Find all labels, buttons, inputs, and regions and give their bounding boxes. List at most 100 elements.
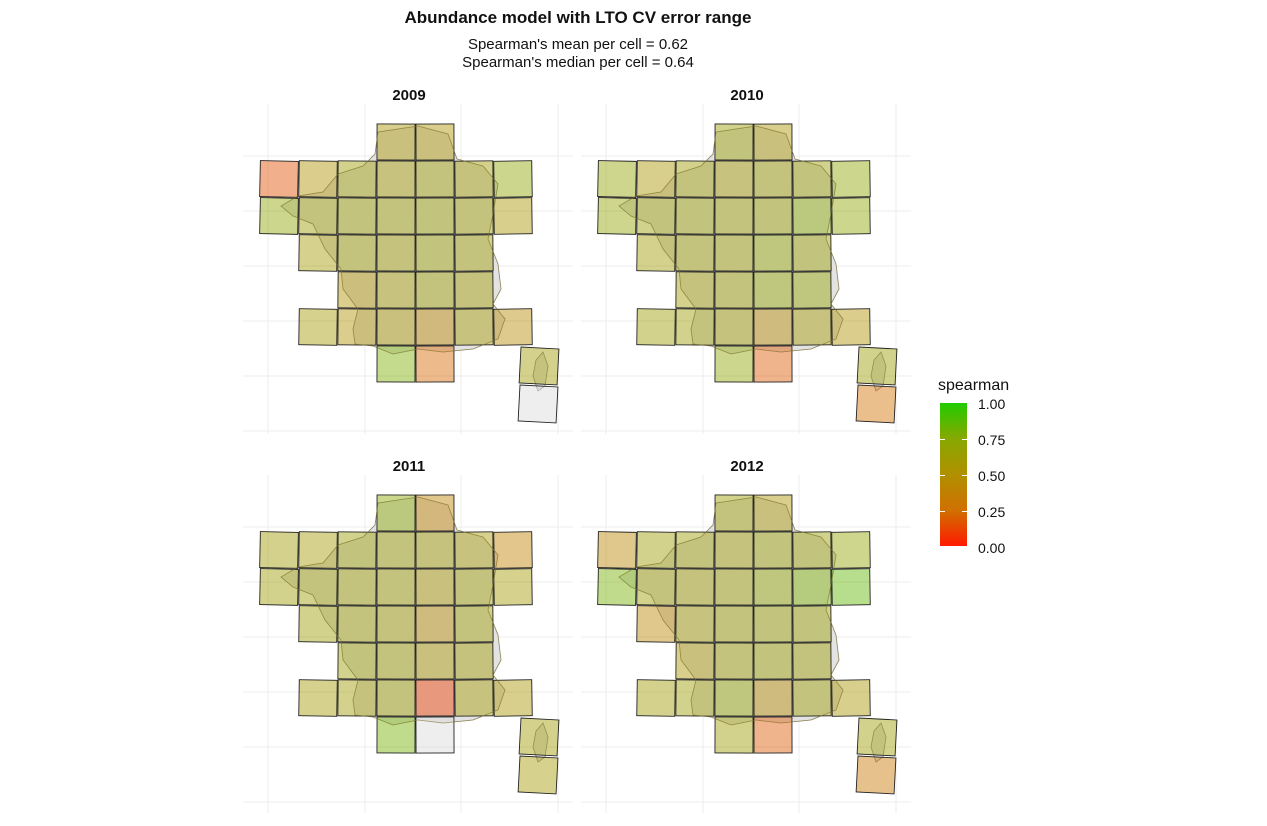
map-panel-2011 xyxy=(243,475,573,813)
heatmap-cell xyxy=(376,160,416,198)
heatmap-cell xyxy=(753,642,793,680)
heatmap-cell xyxy=(753,679,793,717)
heatmap-cell xyxy=(753,605,793,643)
heatmap-cell xyxy=(753,531,793,569)
heatmap-cell xyxy=(636,160,676,198)
heatmap-cell xyxy=(376,308,416,346)
heatmap-cell xyxy=(636,605,676,643)
heatmap-cell xyxy=(753,123,793,161)
heatmap-cell xyxy=(714,160,754,198)
legend-colorbar xyxy=(940,403,967,546)
heatmap-cell xyxy=(298,531,338,569)
heatmap-cell xyxy=(454,679,494,717)
heatmap-cell xyxy=(831,568,871,606)
heatmap-cell xyxy=(792,197,832,235)
heatmap-cell xyxy=(714,308,754,346)
heatmap-cell xyxy=(636,679,676,717)
heatmap-cell xyxy=(376,568,416,606)
heatmap-cell xyxy=(753,568,793,606)
chart-title: Abundance model with LTO CV error range xyxy=(404,8,752,27)
heatmap-cell xyxy=(517,755,559,795)
heatmap-cell xyxy=(714,531,754,569)
map-panel-2009 xyxy=(243,104,573,434)
heatmap-cell xyxy=(454,271,494,309)
legend-mark xyxy=(940,511,945,512)
heatmap-cell xyxy=(454,308,494,346)
heatmap-cell xyxy=(597,160,637,198)
heatmap-cell xyxy=(831,160,871,198)
heatmap-cell xyxy=(753,345,793,383)
heatmap-cell xyxy=(714,271,754,309)
heatmap-cell xyxy=(298,308,338,346)
heatmap-cell xyxy=(675,605,715,643)
heatmap-cell xyxy=(714,123,754,161)
heatmap-cell xyxy=(415,271,455,309)
legend-title: spearman xyxy=(938,377,1010,394)
heatmap-cell xyxy=(792,160,832,198)
heatmap-cell xyxy=(259,160,299,198)
coastline xyxy=(280,496,506,726)
heatmap-cell xyxy=(415,123,455,161)
subtitle-median: Spearman's median per cell = 0.64 xyxy=(462,54,694,71)
heatmap-cell xyxy=(856,717,898,757)
legend-tick-label: 0.50 xyxy=(978,468,1006,484)
coastline xyxy=(280,125,506,355)
heatmap-cell xyxy=(831,308,871,346)
heatmap-cell xyxy=(675,308,715,346)
heatmap-cell xyxy=(831,679,871,717)
legend-tick-label: 1.00 xyxy=(978,396,1006,412)
heatmap-cell xyxy=(493,568,533,606)
heatmap-cell xyxy=(753,494,793,532)
heatmap-cell xyxy=(376,234,416,272)
heatmap-cell xyxy=(855,384,897,424)
heatmap-cell xyxy=(298,197,338,235)
subtitle-mean: Spearman's mean per cell = 0.62 xyxy=(467,36,689,53)
heatmap-cell xyxy=(259,568,299,606)
heatmap-cell xyxy=(376,642,416,680)
heatmap-cell xyxy=(753,234,793,272)
heatmap-cell xyxy=(454,234,494,272)
heatmap-cell xyxy=(376,345,416,383)
heatmap-cell xyxy=(337,197,377,235)
heatmap-cell xyxy=(493,308,533,346)
heatmap-cell xyxy=(856,346,898,386)
heatmap-cell xyxy=(454,642,494,680)
heatmap-cell xyxy=(714,642,754,680)
heatmap-cell xyxy=(597,568,637,606)
heatmap-cell xyxy=(753,271,793,309)
heatmap-cell xyxy=(298,605,338,643)
heatmap-cell xyxy=(675,568,715,606)
panel-title-2011: 2011 xyxy=(392,458,426,475)
legend-mark xyxy=(962,475,967,476)
heatmap-cell xyxy=(376,494,416,532)
heatmap-cell xyxy=(415,345,455,383)
heatmap-cell xyxy=(415,234,455,272)
panel-title-2010: 2010 xyxy=(730,87,764,104)
heatmap-cell xyxy=(454,568,494,606)
legend-tick-label: 0.00 xyxy=(978,540,1006,556)
heatmap-cell xyxy=(415,716,455,754)
heatmap-cell xyxy=(376,605,416,643)
legend-mark xyxy=(940,475,945,476)
heatmap-cell xyxy=(493,531,533,569)
heatmap-cell xyxy=(454,531,494,569)
heatmap-cell xyxy=(376,716,416,754)
heatmap-cell xyxy=(259,531,299,569)
heatmap-cell xyxy=(337,568,377,606)
heatmap-cell xyxy=(415,531,455,569)
heatmap-cell xyxy=(792,308,832,346)
heatmap-cell xyxy=(415,679,455,717)
heatmap-cell xyxy=(454,197,494,235)
legend-tick-label: 0.25 xyxy=(978,504,1006,520)
heatmap-cell xyxy=(493,197,533,235)
heatmap-cell xyxy=(337,605,377,643)
heatmap-cell xyxy=(337,234,377,272)
heatmap-cell xyxy=(753,160,793,198)
legend-mark xyxy=(962,439,967,440)
map-panel-2010 xyxy=(581,104,911,434)
heatmap-cell xyxy=(597,531,637,569)
heatmap-cell xyxy=(415,568,455,606)
heatmap-cell xyxy=(675,197,715,235)
heatmap-cell xyxy=(714,345,754,383)
heatmap-cell xyxy=(792,679,832,717)
